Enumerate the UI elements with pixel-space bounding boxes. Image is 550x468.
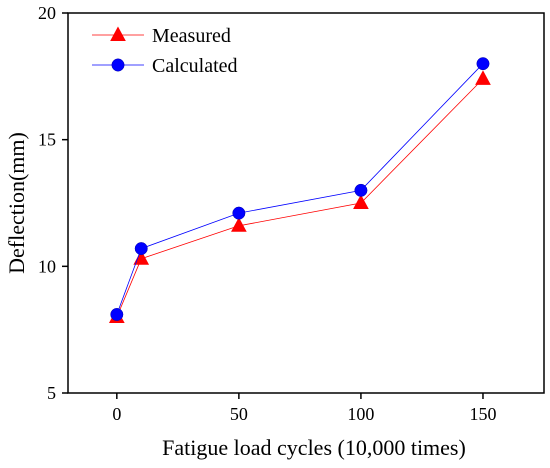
data-point (353, 194, 369, 209)
series-calculated (110, 57, 490, 321)
y-tick-label: 5 (47, 383, 56, 403)
plot-border (67, 12, 545, 394)
legend-marker (110, 26, 126, 41)
series-line (116, 78, 484, 318)
legend-label: Calculated (152, 55, 238, 77)
x-tick-label: 0 (112, 404, 121, 424)
x-tick-label: 50 (230, 404, 248, 424)
y-tick-label: 20 (38, 3, 56, 23)
y-tick-label: 15 (38, 130, 56, 150)
data-point (134, 242, 148, 256)
series-layer (108, 57, 491, 323)
x-tick-label: 100 (347, 404, 374, 424)
legend-label: Measured (152, 25, 231, 47)
data-point (110, 308, 124, 321)
series-measured (108, 70, 491, 323)
data-point (231, 217, 247, 232)
x-tick-label: 150 (469, 404, 496, 424)
legend-marker (111, 58, 125, 72)
y-axis-title: Deflection(mm) (4, 132, 29, 274)
data-point (354, 183, 368, 197)
legend-item: Measured (92, 25, 231, 47)
y-axis: 5 10 15 20 (38, 3, 68, 403)
series-line (116, 63, 484, 315)
legend-item: Calculated (92, 55, 238, 77)
plot-area (67, 12, 545, 394)
data-point (475, 70, 491, 85)
data-point (476, 57, 490, 71)
legend: Measured Calculated (92, 25, 238, 77)
x-axis-title: Fatigue load cycles (10,000 times) (162, 435, 466, 460)
y-tick-label: 10 (38, 256, 56, 276)
x-axis: 0 50 100 150 (112, 393, 496, 424)
data-point (232, 206, 246, 220)
